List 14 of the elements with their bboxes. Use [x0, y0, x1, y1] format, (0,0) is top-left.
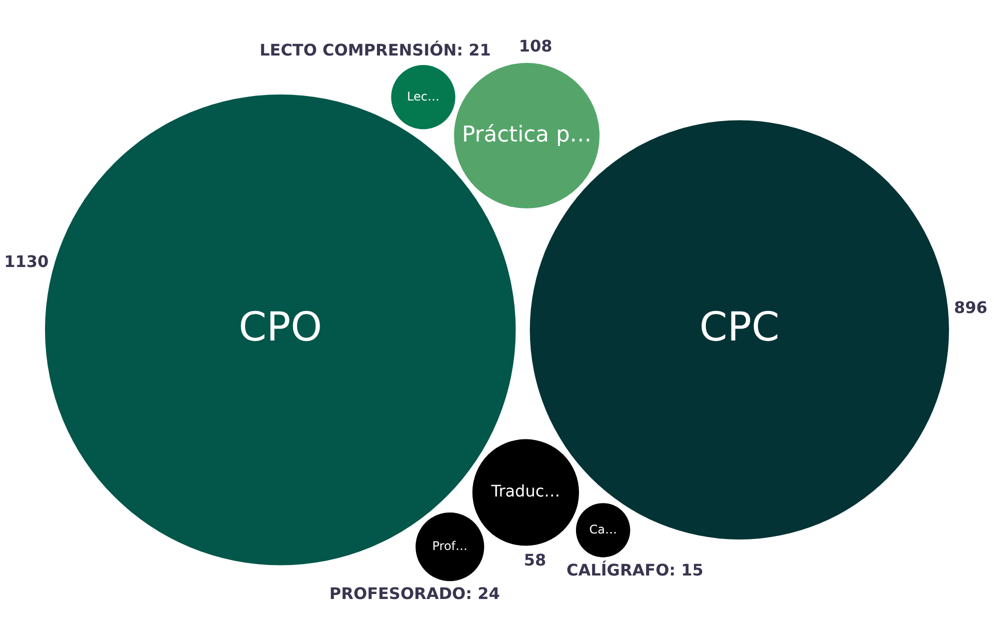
data-label: CALÍGRAFO: 15	[566, 560, 704, 580]
category-label: CPO	[238, 304, 322, 350]
data-label: 108	[518, 36, 552, 56]
category-label: Prof…	[432, 538, 468, 553]
data-label: LECTO COMPRENSIÓN: 21	[260, 40, 491, 60]
data-label: 896	[954, 298, 988, 317]
category-label: Práctica p…	[462, 122, 592, 148]
data-label: 1130	[4, 252, 49, 271]
category-label: Lec…	[406, 89, 440, 104]
data-label: 58	[524, 550, 546, 570]
category-label: CPC	[699, 304, 780, 350]
category-label: Traduc…	[490, 482, 560, 501]
category-label: Ca…	[589, 522, 617, 536]
data-label: PROFESORADO: 24	[329, 584, 500, 604]
